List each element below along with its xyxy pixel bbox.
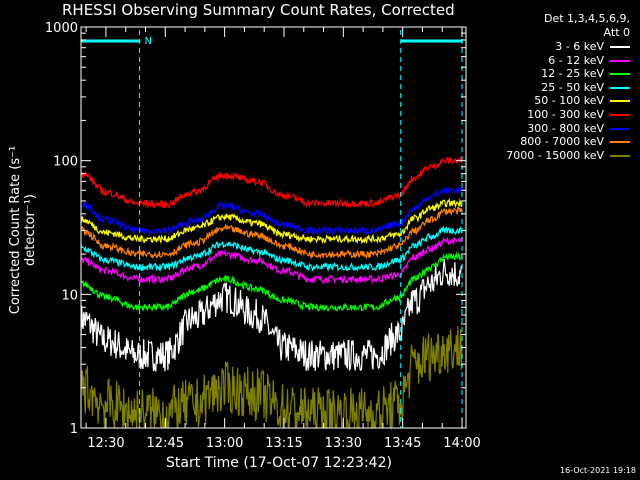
legend-item: 6 - 12 keV bbox=[480, 54, 630, 68]
legend-swatch bbox=[610, 113, 630, 116]
legend-item-label: 800 - 7000 keV bbox=[520, 135, 604, 149]
x-tick-label: 13:15 bbox=[265, 436, 302, 451]
legend-swatch bbox=[610, 141, 630, 144]
legend-item: 25 - 50 keV bbox=[480, 81, 630, 95]
legend-swatch bbox=[610, 73, 630, 76]
legend-swatch bbox=[610, 100, 630, 103]
legend-item: 3 - 6 keV bbox=[480, 40, 630, 54]
legend-swatch bbox=[610, 154, 630, 157]
y-tick-label: 10 bbox=[61, 288, 78, 303]
x-tick-label: 13:30 bbox=[325, 436, 362, 451]
legend-item: 300 - 800 keV bbox=[480, 122, 630, 136]
legend-item-label: 100 - 300 keV bbox=[527, 107, 604, 121]
legend-swatch bbox=[610, 127, 630, 130]
legend-item-label: 12 - 25 keV bbox=[541, 67, 604, 81]
legend-item: 800 - 7000 keV bbox=[480, 135, 630, 149]
x-tick-label: 14:00 bbox=[443, 436, 480, 451]
series-line bbox=[80, 155, 463, 209]
legend-item: 12 - 25 keV bbox=[480, 67, 630, 81]
legend-item-label: 50 - 100 keV bbox=[534, 94, 604, 108]
series-line bbox=[80, 197, 463, 245]
y-axis-label: Corrected Count Rate (s⁻¹ detector⁻¹) bbox=[8, 145, 38, 315]
series-layer bbox=[80, 155, 463, 431]
y-tick-label: 1000 bbox=[45, 21, 78, 36]
x-tick-label: 12:45 bbox=[147, 436, 184, 451]
series-line bbox=[80, 251, 463, 312]
legend-item-label: 7000 - 15000 keV bbox=[506, 148, 604, 162]
x-tick-label: 13:00 bbox=[206, 436, 243, 451]
legend-header-attenuator: Att 0 bbox=[603, 26, 630, 39]
footer-timestamp: 16-Oct-2021 19:18 bbox=[560, 466, 636, 475]
legend-item-label: 25 - 50 keV bbox=[541, 80, 604, 94]
y-tick-label: 1 bbox=[70, 422, 78, 437]
legend-item: 7000 - 15000 keV bbox=[480, 149, 630, 163]
legend-header-detectors: Det 1,3,4,5,6,9, bbox=[543, 12, 630, 25]
legend-item: 100 - 300 keV bbox=[480, 108, 630, 122]
plot-frame bbox=[80, 26, 467, 429]
chart-title: RHESSI Observing Summary Count Rates, Co… bbox=[62, 1, 455, 19]
series-line bbox=[80, 186, 463, 236]
x-axis-label: Start Time (17-Oct-07 12:23:42) bbox=[166, 455, 392, 471]
legend-item-label: 3 - 6 keV bbox=[555, 40, 604, 53]
series-line bbox=[80, 326, 463, 431]
series-line bbox=[80, 225, 463, 272]
x-tick-label: 12:30 bbox=[87, 436, 124, 451]
y-tick-label: 100 bbox=[53, 155, 78, 170]
legend-swatch bbox=[610, 59, 630, 62]
legend-item: 50 - 100 keV bbox=[480, 94, 630, 108]
legend-swatch bbox=[610, 46, 630, 48]
legend: Det 1,3,4,5,6,9, Att 0 3 - 6 keV 6 - 12 k… bbox=[480, 12, 630, 162]
series-line bbox=[80, 236, 463, 285]
legend-swatch bbox=[610, 86, 630, 89]
series-line bbox=[80, 259, 463, 372]
legend-item-label: 6 - 12 keV bbox=[548, 53, 604, 67]
series-line bbox=[80, 207, 463, 260]
axes-layer: N 1 10 100 1000 12:30 12:45 13:00 13:15 13:30 13:4… bbox=[45, 21, 481, 451]
x-tick-label: 13:45 bbox=[384, 436, 421, 451]
legend-item-label: 300 - 800 keV bbox=[527, 121, 604, 135]
night-label: N bbox=[145, 36, 152, 47]
